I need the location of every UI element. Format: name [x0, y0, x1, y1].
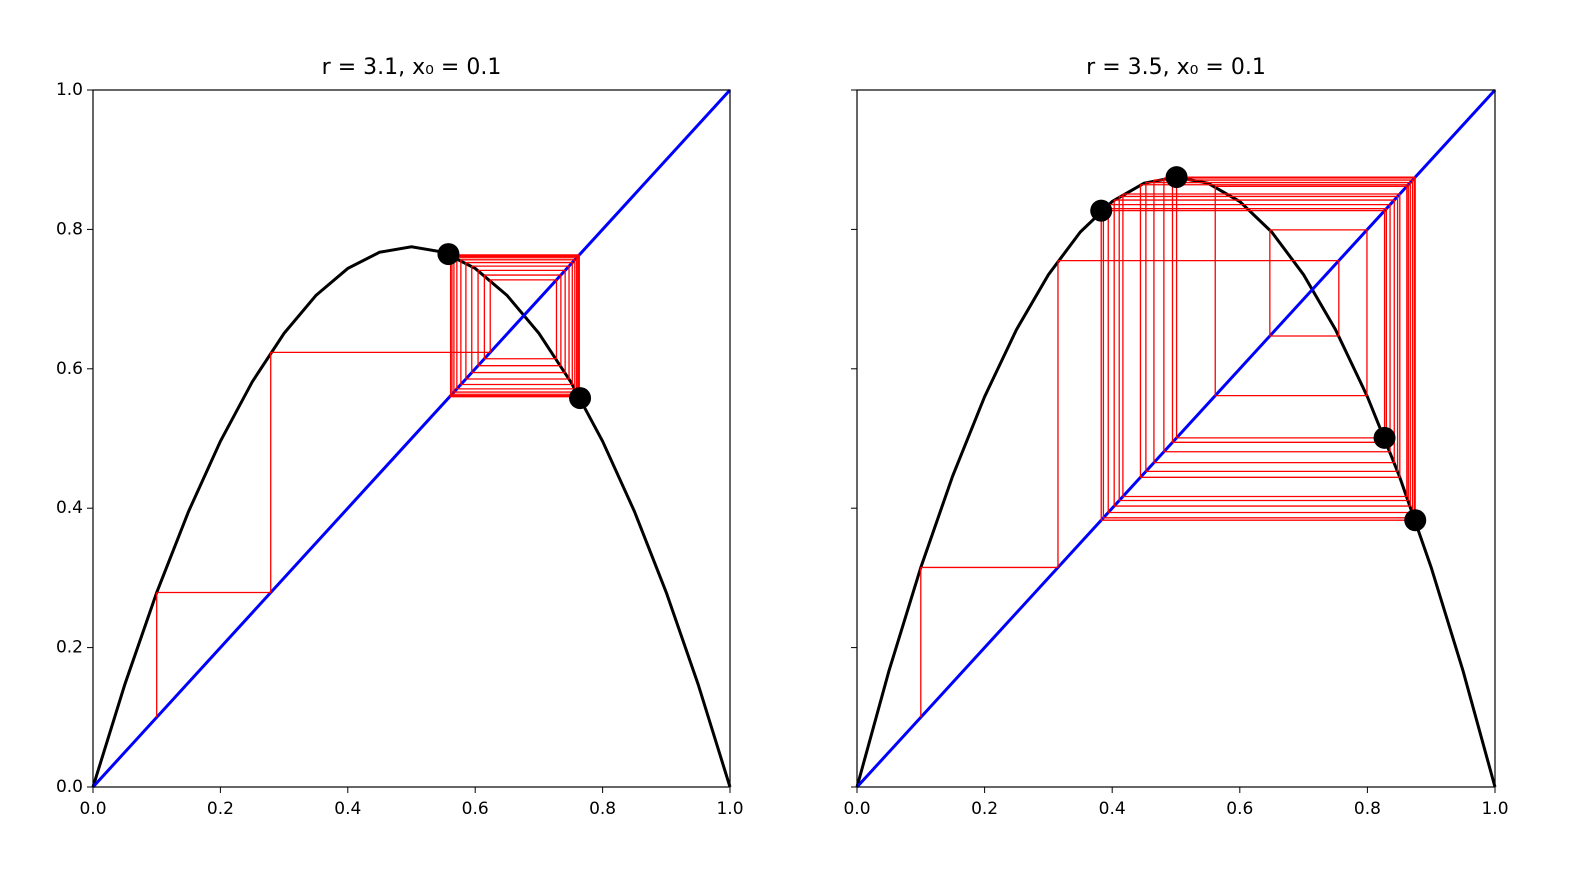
x-tick-label: 0.0	[79, 799, 106, 819]
cycle-point	[1165, 166, 1188, 189]
y-tick-label: 0.8	[56, 219, 83, 239]
logistic-curve	[91, 245, 732, 788]
y-tick-label: 0.6	[56, 359, 83, 379]
y-tick-label: 1.0	[56, 80, 83, 100]
x-tick-label: 0.8	[1354, 799, 1381, 819]
axes-frame	[92, 89, 731, 788]
x-tick-label: 0.6	[462, 799, 489, 819]
cycle-point	[1090, 199, 1113, 222]
y-tick-label: 0.2	[56, 638, 83, 658]
x-tick-label: 0.4	[334, 799, 361, 819]
y-tick-label: 0.0	[56, 777, 83, 797]
identity-line	[91, 88, 732, 789]
x-tick-label: 1.0	[716, 799, 743, 819]
x-tick-label: 0.8	[589, 799, 616, 819]
identity-line	[855, 88, 1497, 789]
cycle-point	[569, 387, 592, 410]
chart-title: r = 3.1, x₀ = 0.1	[322, 55, 502, 80]
x-tick-label: 0.0	[843, 799, 870, 819]
axes: r = 3.1, x₀ = 0.1 0.0 0.2 0.4 0.6 0.8 1.0 0.0 0.…	[56, 55, 744, 819]
x-tick-label: 0.2	[971, 799, 998, 819]
x-tick-label: 0.4	[1099, 799, 1126, 819]
chart-title: r = 3.5, x₀ = 0.1	[1086, 55, 1266, 80]
x-tick-label: 0.2	[207, 799, 234, 819]
cycle-point	[1373, 426, 1396, 449]
x-tick-label: 0.6	[1226, 799, 1253, 819]
axes: r = 3.5, x₀ = 0.1 0.0 0.2 0.4 0.6 0.8 1.0	[843, 55, 1508, 819]
axes-frame	[856, 89, 1496, 788]
y-tick-label: 0.4	[56, 498, 83, 518]
cycle-point	[437, 243, 460, 266]
x-tick-label: 1.0	[1481, 799, 1508, 819]
cycle-point	[1404, 509, 1427, 532]
